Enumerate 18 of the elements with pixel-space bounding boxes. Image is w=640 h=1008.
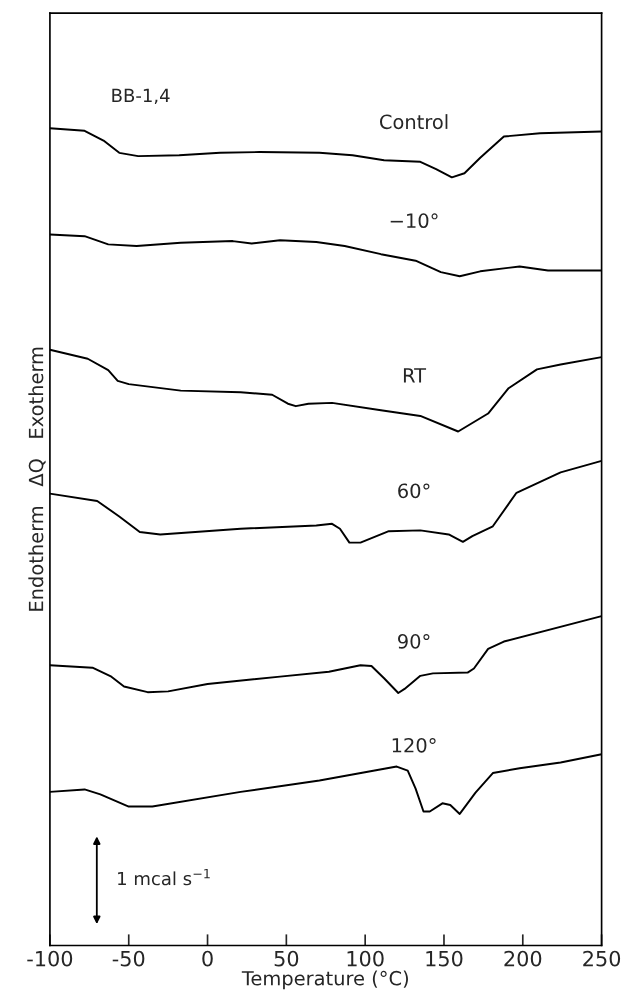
x-tick-label: 150 [426,950,463,967]
x-tick-label: 200 [504,950,542,967]
x-tick-label: -50 [112,950,145,967]
annotation: 1 mcal s$^{−1}$ [118,868,210,886]
x-tick-label: 0 [202,950,213,967]
text: BB-1,4 [112,88,170,105]
series-label: RT [403,368,427,383]
x-axis-title: Temperature (°C) [241,970,408,990]
x-tick-label: 250 [583,950,621,967]
x-tick-label: 50 [274,950,299,967]
series-label: 60° [398,483,430,499]
y-axis-title: Endotherm ΔQ Exotherm [28,347,46,611]
series-label: Control [379,114,448,130]
series-label: −10° [390,213,438,229]
x-tick-label: 100 [347,950,384,967]
series-label: 90° [398,633,430,649]
x-tick-label: -100 [27,950,73,967]
series-label: 120° [392,737,436,753]
